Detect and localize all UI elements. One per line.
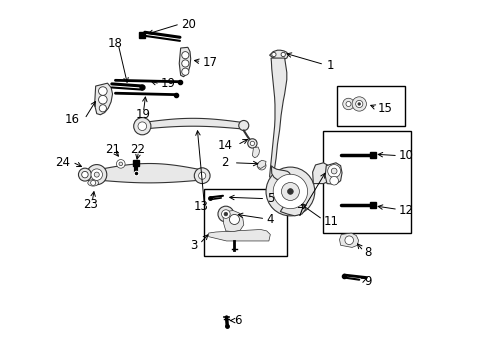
Circle shape bbox=[346, 102, 350, 107]
Text: 14: 14 bbox=[218, 139, 233, 152]
Text: 17: 17 bbox=[202, 56, 217, 69]
Text: 9: 9 bbox=[364, 275, 371, 288]
Circle shape bbox=[182, 68, 188, 75]
Text: 6: 6 bbox=[234, 314, 242, 327]
Circle shape bbox=[327, 165, 340, 177]
Polygon shape bbox=[257, 160, 265, 168]
Circle shape bbox=[329, 176, 338, 185]
Circle shape bbox=[344, 236, 353, 244]
Circle shape bbox=[119, 162, 122, 166]
Text: 2: 2 bbox=[221, 156, 228, 169]
Circle shape bbox=[99, 87, 107, 95]
Polygon shape bbox=[269, 58, 286, 180]
Polygon shape bbox=[339, 233, 358, 247]
Polygon shape bbox=[271, 166, 290, 180]
Circle shape bbox=[224, 212, 227, 216]
Bar bbox=[323, 131, 410, 233]
Text: 13: 13 bbox=[193, 201, 208, 213]
Circle shape bbox=[81, 171, 88, 178]
Text: 19: 19 bbox=[136, 108, 151, 121]
Bar bbox=[336, 86, 405, 126]
Text: 18: 18 bbox=[108, 36, 122, 50]
Circle shape bbox=[198, 172, 205, 179]
Text: 4: 4 bbox=[266, 213, 274, 226]
Polygon shape bbox=[312, 163, 330, 184]
Polygon shape bbox=[325, 163, 341, 184]
Circle shape bbox=[182, 60, 188, 67]
Circle shape bbox=[194, 168, 210, 184]
Text: 7: 7 bbox=[297, 207, 305, 220]
Polygon shape bbox=[142, 118, 244, 129]
Text: 22: 22 bbox=[130, 143, 145, 156]
Text: 16: 16 bbox=[64, 113, 80, 126]
Circle shape bbox=[287, 189, 293, 194]
Circle shape bbox=[221, 210, 230, 219]
Text: 19: 19 bbox=[160, 77, 175, 90]
Circle shape bbox=[91, 169, 102, 180]
Circle shape bbox=[257, 161, 265, 170]
Circle shape bbox=[330, 168, 336, 174]
Circle shape bbox=[138, 122, 146, 131]
Circle shape bbox=[90, 180, 96, 185]
Circle shape bbox=[247, 139, 257, 148]
Polygon shape bbox=[208, 229, 270, 241]
Circle shape bbox=[182, 51, 188, 59]
Text: 23: 23 bbox=[83, 198, 98, 211]
Text: 15: 15 bbox=[376, 102, 391, 115]
Circle shape bbox=[281, 183, 299, 201]
Circle shape bbox=[99, 105, 106, 112]
Circle shape bbox=[357, 103, 360, 105]
Text: 3: 3 bbox=[190, 239, 198, 252]
Text: 8: 8 bbox=[364, 246, 371, 259]
Text: 20: 20 bbox=[180, 18, 195, 31]
Circle shape bbox=[250, 141, 254, 145]
Circle shape bbox=[355, 100, 362, 108]
Circle shape bbox=[265, 167, 314, 216]
Text: 5: 5 bbox=[266, 192, 274, 205]
Circle shape bbox=[281, 52, 285, 57]
Text: 1: 1 bbox=[326, 59, 334, 72]
Polygon shape bbox=[223, 211, 244, 231]
Circle shape bbox=[133, 118, 151, 135]
Text: 12: 12 bbox=[398, 204, 413, 217]
Polygon shape bbox=[97, 163, 202, 183]
Circle shape bbox=[351, 97, 366, 111]
Text: 11: 11 bbox=[323, 215, 338, 228]
Circle shape bbox=[94, 172, 99, 177]
Polygon shape bbox=[252, 147, 259, 158]
Text: 24: 24 bbox=[56, 156, 70, 168]
Ellipse shape bbox=[88, 180, 99, 186]
Polygon shape bbox=[179, 47, 190, 77]
Bar bbox=[204, 189, 286, 256]
Circle shape bbox=[238, 121, 248, 131]
Text: 10: 10 bbox=[398, 149, 413, 162]
Circle shape bbox=[342, 98, 353, 110]
Polygon shape bbox=[280, 202, 305, 216]
Circle shape bbox=[229, 215, 239, 225]
Circle shape bbox=[218, 206, 233, 222]
Text: 21: 21 bbox=[105, 143, 120, 156]
Polygon shape bbox=[269, 50, 287, 59]
Circle shape bbox=[116, 159, 125, 168]
Circle shape bbox=[99, 95, 107, 104]
Polygon shape bbox=[94, 83, 112, 115]
Circle shape bbox=[273, 174, 307, 209]
Circle shape bbox=[78, 168, 91, 181]
Circle shape bbox=[86, 165, 106, 185]
Circle shape bbox=[271, 52, 276, 57]
